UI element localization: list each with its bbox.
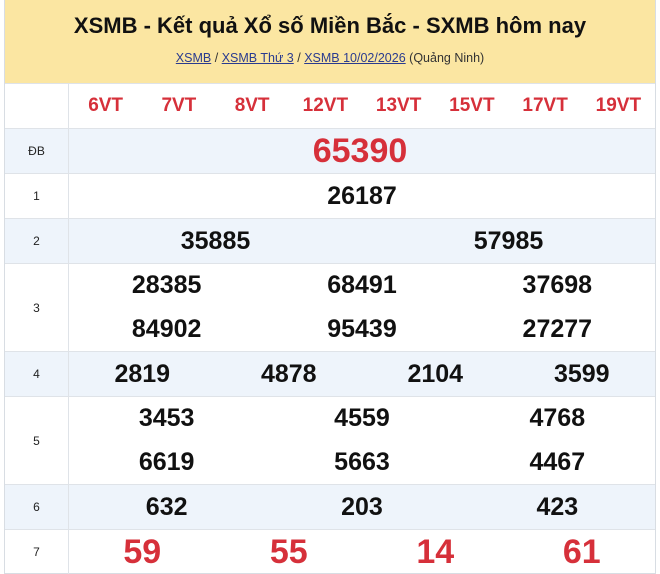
page-title: XSMB - Kết quả Xổ số Miền Bắc - SXMB hôm… xyxy=(73,13,587,38)
prize-number: 423 xyxy=(536,492,579,521)
prize-number: 95439 xyxy=(327,314,397,343)
prize-number: 2104 xyxy=(407,359,464,388)
prize-number: 14 xyxy=(416,532,455,571)
separator: / xyxy=(214,51,219,65)
prize-row-2: 2 35885 57985 xyxy=(5,218,655,263)
prize-row-3: 3 28385 68491 37698 84902 95439 27277 xyxy=(5,263,655,351)
prize-label: 1 xyxy=(5,174,69,218)
codes-label xyxy=(5,84,69,128)
prize-label: 2 xyxy=(5,219,69,263)
prize-number: 4467 xyxy=(529,447,586,476)
code-12VT: 12VT xyxy=(302,95,349,116)
prize-row-7: 7 59 55 14 61 xyxy=(5,529,655,574)
prize-label: 7 xyxy=(5,530,69,574)
code-19VT: 19VT xyxy=(595,95,642,116)
prize-row-5: 5 3453 4559 4768 6619 5663 4467 xyxy=(5,396,655,484)
results-panel: XSMB - Kết quả Xổ số Miền Bắc - SXMB hôm… xyxy=(4,0,656,574)
prize-row-db: ĐB 65390 xyxy=(5,128,655,173)
separator: / xyxy=(297,51,301,65)
prize-label: 5 xyxy=(5,397,69,484)
prize-number: 203 xyxy=(341,492,383,521)
prize-number: 27277 xyxy=(522,314,593,343)
prize-number: 28385 xyxy=(131,271,202,300)
prize-number: 26187 xyxy=(327,181,397,210)
prize-number: 6619 xyxy=(138,447,195,476)
prize-number: 37698 xyxy=(522,271,593,300)
code-8VT: 8VT xyxy=(234,95,270,116)
code-13VT: 13VT xyxy=(375,95,422,116)
prize-number: 4878 xyxy=(260,359,317,388)
prize-number: 55 xyxy=(269,532,308,571)
prize-number: 3599 xyxy=(553,359,610,388)
prize-row-1: 1 26187 xyxy=(5,173,655,218)
prize-number: 68491 xyxy=(327,271,397,300)
prize-label: 6 xyxy=(5,485,69,529)
prize-number: 61 xyxy=(562,532,601,571)
prize-number: 35885 xyxy=(180,226,251,255)
prize-number: 2819 xyxy=(114,359,171,388)
prize-label: ĐB xyxy=(5,129,69,173)
code-15VT: 15VT xyxy=(449,95,495,116)
prize-number: 59 xyxy=(123,532,162,571)
region-label: (Quảng Ninh) xyxy=(409,51,485,65)
prize-label: 4 xyxy=(5,352,69,396)
prize-number: 3453 xyxy=(138,404,195,433)
prize-number: 632 xyxy=(145,492,188,521)
prize-number: 5663 xyxy=(334,447,390,476)
code-17VT: 17VT xyxy=(522,95,568,116)
code-6VT: 6VT xyxy=(88,95,124,116)
prize-number: 84902 xyxy=(131,314,202,343)
prize-number: 4768 xyxy=(529,404,586,433)
breadcrumb-xsmb[interactable]: XSMB xyxy=(175,51,212,65)
breadcrumb-xsmb-thu-3[interactable]: XSMB Thứ 3 xyxy=(221,51,294,65)
breadcrumb: XSMB / XSMB Thứ 3 / XSMB 10/02/2026 (Quả… xyxy=(5,51,655,65)
code-7VT: 7VT xyxy=(161,95,197,116)
prize-number: 65390 xyxy=(312,131,408,170)
prize-label: 3 xyxy=(5,264,69,351)
breadcrumb-xsmb-date[interactable]: XSMB 10/02/2026 xyxy=(304,51,406,65)
prize-number: 4559 xyxy=(334,404,390,433)
codes-row: 6VT 7VT 8VT 12VT 13VT 15VT 17VT 19VT xyxy=(5,83,655,128)
prize-number: 57985 xyxy=(473,226,544,255)
prize-row-4: 4 2819 4878 2104 3599 xyxy=(5,351,655,396)
prize-row-6: 6 632 203 423 xyxy=(5,484,655,529)
header: XSMB - Kết quả Xổ số Miền Bắc - SXMB hôm… xyxy=(5,0,655,83)
